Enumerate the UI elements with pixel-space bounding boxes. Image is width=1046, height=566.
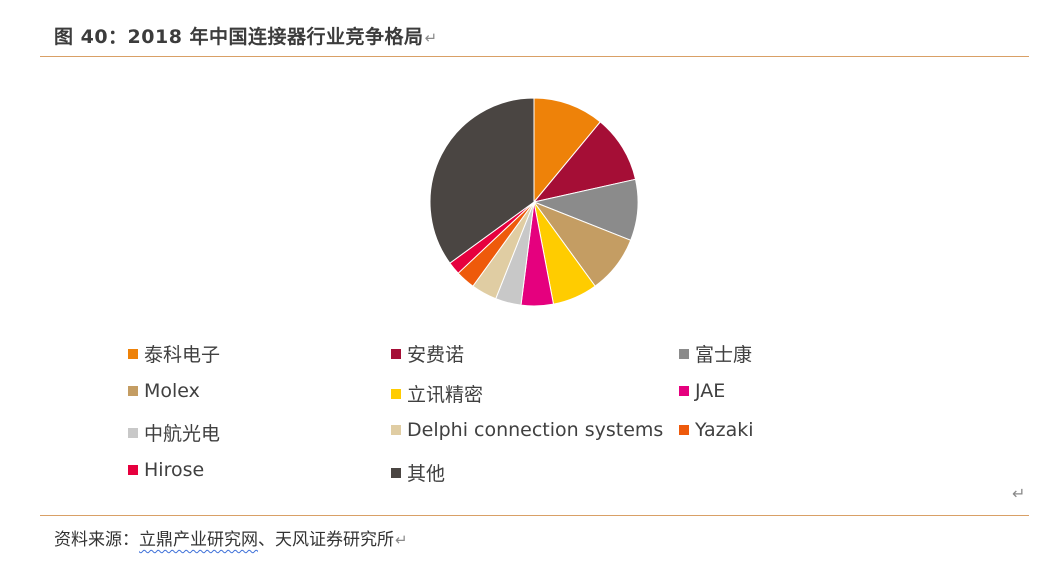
source-link[interactable]: 立鼎产业研究网	[139, 530, 258, 550]
legend-item-6: 中航光电	[128, 419, 220, 446]
footer-divider	[40, 515, 1029, 516]
source-note: 资料来源：立鼎产业研究网、天风证券研究所↵	[54, 525, 408, 550]
source-rest: 、天风证券研究所	[258, 530, 394, 550]
pie-chart	[429, 97, 639, 307]
legend-swatch-2	[679, 348, 689, 359]
legend-swatch-4	[391, 388, 401, 399]
legend-label-3: Molex	[144, 380, 200, 402]
return-mark-icon: ↵	[424, 29, 438, 47]
legend-swatch-5	[679, 386, 689, 396]
legend-label-1: 安费诺	[407, 344, 465, 366]
figure-title: 图 40：2018 年中国连接器行业竞争格局↵	[54, 22, 438, 49]
legend-item-0: 泰科电子	[128, 340, 220, 367]
return-mark-icon: ↵	[395, 531, 408, 549]
legend-label-2: 富士康	[695, 344, 753, 366]
pie-slice-1	[532, 121, 637, 203]
title-divider	[40, 56, 1029, 57]
pie-slice-0	[533, 97, 601, 204]
legend-label-9: Hirose	[144, 459, 205, 481]
figure-title-text: 图 40：2018 年中国连接器行业竞争格局	[54, 26, 424, 48]
paragraph-mark-icon: ↵	[1012, 484, 1026, 503]
legend-label-6: 中航光电	[144, 423, 221, 445]
legend-item-9: Hirose	[128, 459, 204, 481]
legend-label-4: 立讯精密	[407, 384, 484, 406]
legend-item-7: Delphi connection systems	[391, 419, 663, 441]
legend-label-0: 泰科电子	[144, 344, 221, 366]
legend-item-8: Yazaki	[679, 419, 754, 441]
legend-item-4: 立讯精密	[391, 380, 483, 407]
legend-item-5: JAE	[679, 380, 725, 402]
legend-swatch-0	[128, 348, 138, 359]
pie-slice-10	[429, 97, 535, 264]
legend-swatch-10	[391, 467, 401, 478]
legend-swatch-6	[128, 427, 138, 438]
legend-item-3: Molex	[128, 380, 200, 402]
legend-label-7: Delphi connection systems	[407, 419, 664, 441]
legend-swatch-3	[128, 386, 138, 396]
source-prefix: 资料来源：	[54, 530, 139, 550]
legend-label-5: JAE	[695, 380, 726, 402]
legend-swatch-9	[128, 465, 138, 475]
legend-label-10: 其他	[407, 463, 446, 485]
legend-swatch-1	[391, 348, 401, 359]
legend-swatch-7	[391, 425, 401, 435]
legend-item-10: 其他	[391, 459, 445, 486]
legend-item-1: 安费诺	[391, 340, 464, 367]
legend-label-8: Yazaki	[695, 419, 754, 441]
legend-swatch-8	[679, 425, 689, 435]
legend-item-2: 富士康	[679, 340, 752, 367]
